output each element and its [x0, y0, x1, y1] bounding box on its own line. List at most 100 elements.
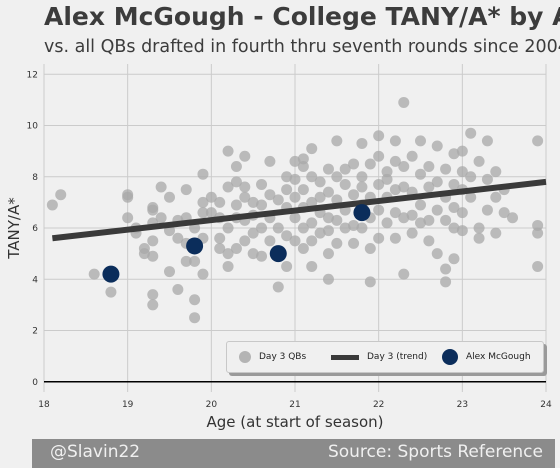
scatter-point: [264, 235, 276, 247]
scatter-point: [381, 217, 393, 229]
x-axis-label: Age (at start of season): [207, 413, 384, 431]
scatter-point: [230, 161, 242, 172]
scatter-point: [490, 166, 502, 178]
scatter-point: [498, 207, 510, 219]
scatter-point: [356, 171, 368, 183]
scatter-point: [281, 184, 293, 196]
scatter-point: [314, 191, 326, 203]
scatter-point: [481, 135, 493, 147]
scatter-point: [189, 294, 201, 306]
legend-label: Day 3 QBs: [259, 352, 307, 362]
scatter-point: [364, 243, 376, 254]
scatter-point: [88, 268, 100, 280]
scatter-point: [230, 176, 242, 188]
scatter-point: [306, 143, 318, 155]
scatter-point: [180, 255, 192, 267]
scatter-point: [373, 178, 385, 190]
scatter-point: [373, 130, 385, 142]
scatter-point: [230, 243, 242, 254]
scatter-point: [197, 268, 209, 280]
scatter-point: [197, 168, 209, 180]
scatter-point: [322, 273, 334, 285]
scatter-point: [389, 155, 401, 167]
scatter-point: [281, 260, 293, 272]
scatter-point: [138, 248, 150, 260]
scatter-point: [431, 176, 443, 188]
legend-entry-trend: Day 3 (trend): [331, 342, 427, 372]
y-tick-label: 6: [32, 224, 38, 234]
scatter-point: [281, 171, 293, 183]
scatter-point: [322, 225, 334, 237]
scatter-point: [373, 150, 385, 162]
scatter-point: [339, 163, 351, 175]
scatter-point: [448, 148, 460, 160]
scatter-point: [373, 232, 385, 244]
scatter-point: [272, 281, 284, 293]
scatter-point: [247, 196, 259, 208]
scatter-point: [406, 227, 418, 239]
scatter-point: [164, 191, 175, 203]
scatter-point: [289, 173, 301, 185]
legend-marker-highlight-icon: [442, 349, 458, 365]
scatter-point: [331, 214, 343, 226]
y-tick-label: 4: [32, 275, 38, 285]
scatter-point: [381, 166, 393, 178]
scatter-point: [155, 212, 167, 224]
scatter-point: [205, 191, 217, 203]
x-tick-label: 20: [206, 400, 218, 410]
legend-marker-line-icon: [331, 354, 359, 360]
chart-subtitle: vs. all QBs drafted in fourth thru seven…: [44, 37, 560, 57]
legend-label: Alex McGough: [466, 352, 531, 362]
scatter-point: [172, 232, 184, 244]
scatter-point: [440, 214, 452, 226]
scatter-point: [164, 266, 175, 278]
scatter-point: [289, 235, 301, 247]
scatter-point: [398, 268, 410, 280]
scatter-point: [281, 230, 293, 242]
scatter-point: [339, 222, 351, 234]
x-tick-label: 24: [540, 400, 552, 410]
scatter-point: [448, 178, 460, 190]
scatter-point: [456, 225, 468, 237]
scatter-point: [348, 158, 360, 170]
scatter-point: [180, 184, 192, 196]
scatter-point: [105, 286, 117, 298]
scatter-point: [431, 204, 443, 216]
scatter-point: [46, 199, 58, 211]
highlight-point: [186, 237, 204, 255]
scatter-point: [289, 212, 301, 224]
scatter-point: [222, 260, 234, 272]
scatter-point: [197, 196, 209, 208]
scatter-point: [122, 191, 134, 203]
scatter-point: [364, 276, 376, 288]
scatter-point: [348, 189, 360, 201]
scatter-point: [490, 191, 502, 203]
x-tick-label: 23: [457, 400, 468, 410]
scatter-point: [507, 212, 519, 224]
scatter-point: [264, 155, 276, 167]
scatter-point: [423, 161, 435, 172]
scatter-point: [189, 255, 201, 267]
scatter-point: [532, 135, 544, 147]
scatter-point: [431, 248, 443, 260]
scatter-point: [222, 248, 234, 260]
scatter-point: [398, 212, 410, 224]
scatter-point: [147, 204, 159, 216]
scatter-point: [532, 260, 544, 272]
scatter-point: [532, 227, 544, 239]
scatter-point: [214, 243, 226, 254]
scatter-point: [440, 263, 452, 275]
scatter-point: [481, 204, 493, 216]
trend-line: [52, 178, 547, 242]
y-axis-label: TANY/A*: [5, 197, 23, 260]
scatter-point: [147, 299, 159, 311]
scatter-point: [473, 222, 485, 234]
scatter-point: [331, 237, 343, 249]
scatter-point: [373, 204, 385, 216]
scatter-point: [423, 181, 435, 193]
scatter-point: [356, 222, 368, 234]
scatter-point: [289, 155, 301, 167]
scatter-point: [197, 207, 209, 219]
scatter-point: [406, 150, 418, 162]
scatter-point: [473, 155, 485, 167]
